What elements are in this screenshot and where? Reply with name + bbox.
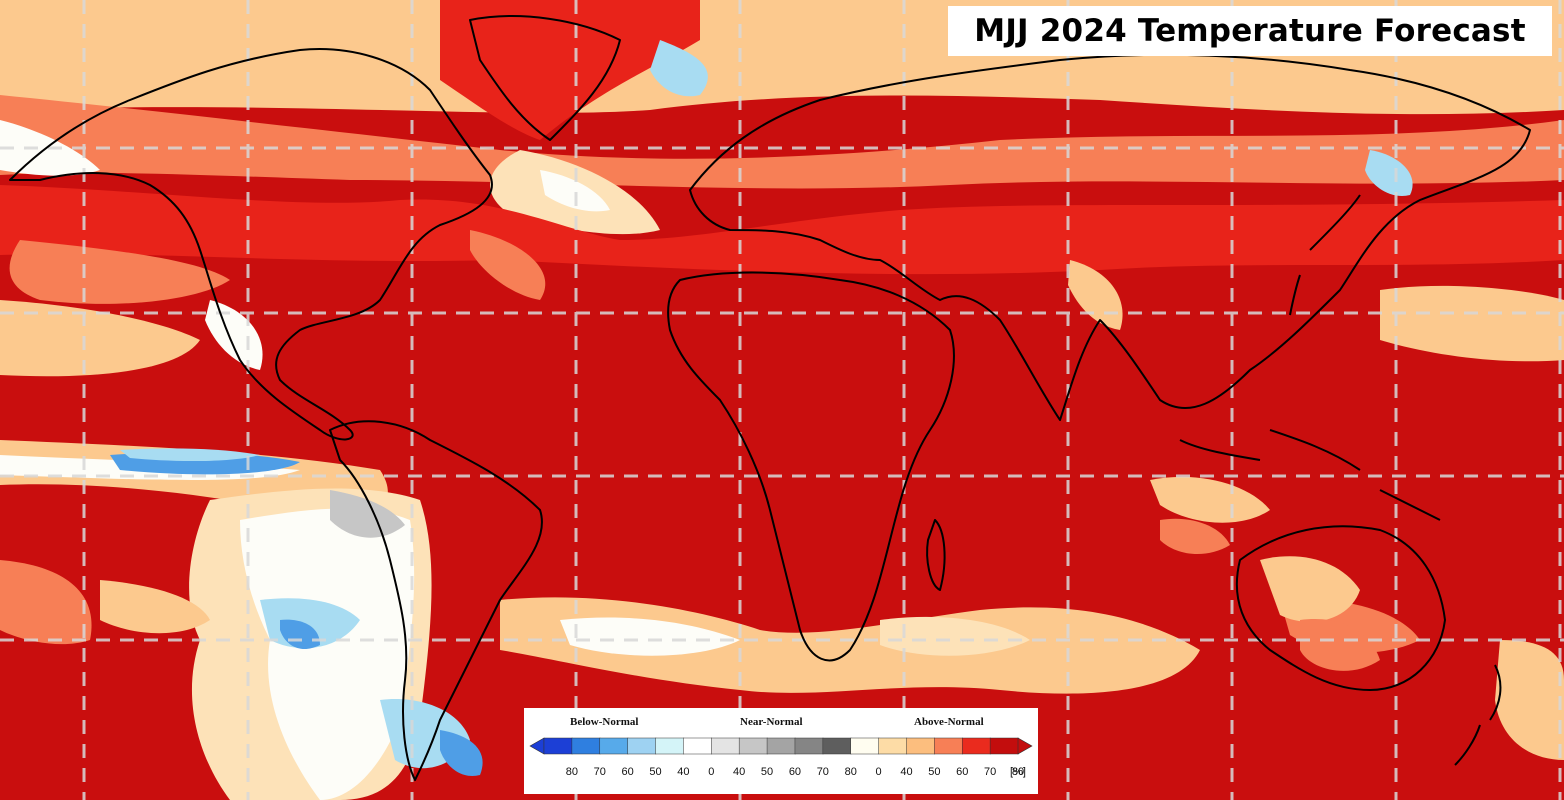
legend-swatch	[543, 737, 573, 755]
legend-tick-label: 40	[733, 766, 746, 778]
legend-tick-label: 80	[565, 766, 578, 778]
legend-swatch	[599, 737, 629, 755]
legend-tick-label: 40	[677, 766, 690, 778]
legend-swatch	[711, 737, 740, 755]
legend-tick-label: 50	[649, 766, 662, 778]
south-america-outline	[329, 420, 543, 781]
legend-swatch	[822, 737, 852, 755]
africa-outline	[667, 271, 955, 662]
maritime-se-asia-outline	[1179, 429, 1441, 521]
legend-swatch	[683, 737, 712, 755]
legend-tick-label: 60	[956, 766, 969, 778]
greenland-outline	[469, 15, 621, 141]
legend-swatch	[571, 737, 601, 755]
legend-tick-label: 80	[844, 766, 857, 778]
legend-tick-label: 0	[708, 766, 715, 778]
north-america-outline	[9, 48, 493, 441]
legend-swatch	[878, 737, 908, 755]
new-zealand-outline	[1454, 664, 1502, 766]
legend-swatch	[961, 737, 991, 755]
legend-header-below-normal: Below-Normal	[570, 716, 639, 728]
eurasia-outline	[689, 53, 1531, 421]
legend-tick-label: 0	[875, 766, 882, 778]
legend-tick-label: 50	[928, 766, 941, 778]
madagascar-outline	[926, 519, 946, 591]
probability-legend: Below-Normal Near-Normal Above-Normal 80…	[524, 708, 1038, 794]
legend-tick-label: 70	[816, 766, 829, 778]
legend-swatch	[738, 737, 768, 755]
legend-swatch	[934, 737, 963, 755]
legend-swatch	[794, 737, 824, 755]
legend-tick-label: 60	[788, 766, 802, 778]
map-title-box: MJJ 2024 Temperature Forecast	[948, 6, 1552, 56]
coastlines	[9, 15, 1531, 781]
legend-header-above-normal: Above-Normal	[914, 716, 984, 728]
legend-arrow-left	[529, 737, 545, 755]
legend-header-near-normal: Near-Normal	[740, 716, 803, 728]
legend-arrow-right	[1017, 737, 1033, 755]
legend-swatch	[655, 737, 685, 755]
legend-swatch	[766, 737, 796, 755]
legend-tick-label: 80	[1011, 766, 1025, 778]
legend-tick-label: 40	[900, 766, 913, 778]
map-title: MJJ 2024 Temperature Forecast	[974, 13, 1526, 49]
legend-color-bar	[529, 737, 1033, 755]
legend-tick-label: 70	[593, 766, 606, 778]
legend-swatch	[850, 737, 880, 755]
legend-tick-label: 70	[983, 766, 997, 778]
legend-swatch	[627, 737, 657, 755]
legend-swatch	[989, 737, 1019, 755]
japan-outline	[1289, 194, 1361, 316]
australia-outline	[1235, 525, 1446, 691]
legend-unit: [%]	[1010, 766, 1026, 778]
legend-tick-label: 60	[621, 766, 634, 778]
legend-swatch	[906, 737, 936, 755]
legend-tick-label: 50	[760, 766, 774, 778]
